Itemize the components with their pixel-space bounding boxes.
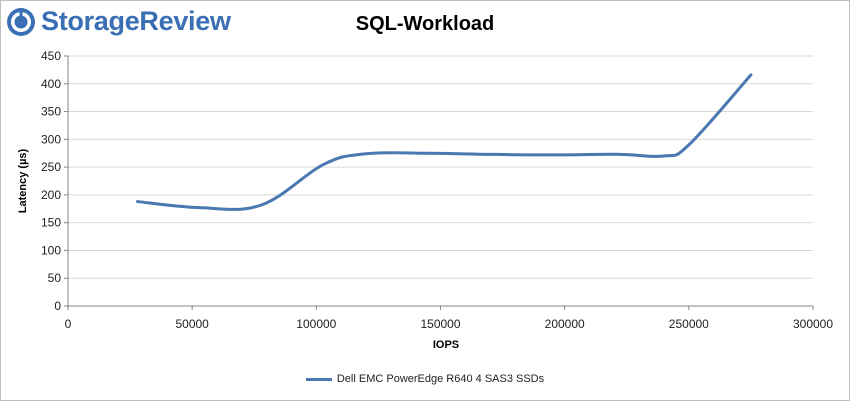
storagereview-logo: StorageReview xyxy=(6,6,231,37)
y-tick-label: 0 xyxy=(54,299,61,313)
data-point xyxy=(488,153,492,156)
data-point xyxy=(662,154,666,158)
storagereview-logo-icon xyxy=(7,7,35,36)
x-tick-label: 150000 xyxy=(420,317,460,331)
x-axis-ticks: 0 50000 100000 150000 200000 250000 300000 xyxy=(65,317,834,331)
y-tick-label: 350 xyxy=(41,105,61,119)
data-point xyxy=(551,153,554,157)
x-tick-label: 0 xyxy=(65,317,72,331)
x-tick-label: 250000 xyxy=(669,317,709,331)
y-tick-label: 250 xyxy=(41,160,61,174)
y-tick-label: 200 xyxy=(41,188,61,202)
y-axis-title: Latency (µs) xyxy=(17,148,29,213)
y-tick-label: 150 xyxy=(41,216,61,230)
brand-name: StorageReview xyxy=(41,6,231,36)
data-point xyxy=(260,203,263,207)
data-point xyxy=(749,73,753,77)
x-tick-label: 100000 xyxy=(296,317,336,331)
y-axis-ticks: 0 50 100 150 200 250 300 350 400 450 xyxy=(41,49,61,313)
y-tick-label: 50 xyxy=(48,271,62,285)
y-tick-label: 100 xyxy=(41,243,61,257)
legend-swatch xyxy=(305,377,332,381)
x-tick-label: 300000 xyxy=(793,317,833,331)
y-tick-label: 400 xyxy=(41,77,61,91)
chart-title: SQL-Workload xyxy=(355,13,495,35)
axes xyxy=(64,55,814,310)
data-point xyxy=(364,152,368,155)
x-tick-label: 50000 xyxy=(175,317,209,331)
data-point xyxy=(322,163,325,166)
series-group xyxy=(136,73,753,211)
data-point xyxy=(687,143,691,147)
gridlines xyxy=(68,55,813,279)
data-point xyxy=(198,206,201,209)
y-tick-label: 450 xyxy=(41,49,61,63)
data-point xyxy=(136,200,139,203)
data-point xyxy=(426,152,430,155)
series-line xyxy=(136,73,753,211)
legend-label: Dell EMC PowerEdge R640 4 SAS3 SSDs xyxy=(336,373,545,385)
x-tick-label: 200000 xyxy=(545,317,585,331)
legend: Dell EMC PowerEdge R640 4 SAS3 SSDs xyxy=(0,373,850,385)
x-axis-title: IOPS xyxy=(433,339,459,351)
data-point xyxy=(618,153,621,156)
y-tick-label: 300 xyxy=(41,132,61,146)
